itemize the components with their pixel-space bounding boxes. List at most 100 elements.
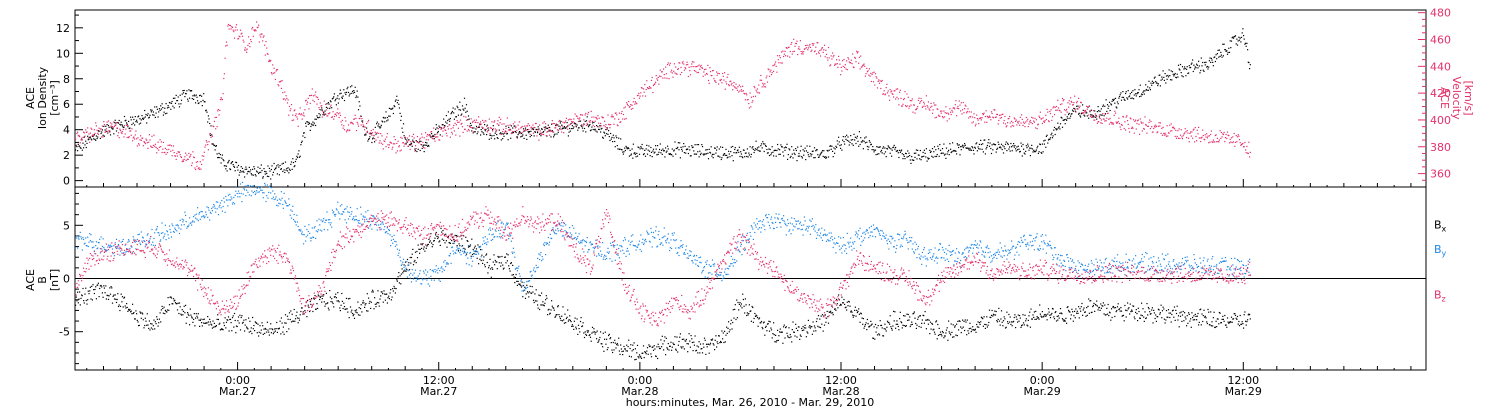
bx-point [740, 305, 742, 307]
density-point [366, 127, 368, 129]
velocity-point [128, 136, 130, 138]
density-point [86, 142, 88, 144]
velocity-point [191, 164, 193, 167]
density-point [880, 149, 883, 151]
density-point [1118, 97, 1120, 99]
velocity-point [676, 73, 678, 75]
density-point [888, 146, 890, 148]
velocity-point [1214, 134, 1216, 137]
density-point [280, 168, 282, 170]
velocity-point [839, 63, 841, 65]
bx-point [853, 315, 855, 317]
bx-point [748, 304, 750, 306]
velocity-point [153, 134, 155, 136]
density-point [182, 90, 184, 92]
density-point [493, 134, 495, 137]
density-point [603, 131, 605, 133]
density-point [419, 141, 421, 143]
bx-point [274, 330, 276, 332]
density-point [1009, 146, 1011, 148]
density-point [355, 95, 358, 97]
density-point [298, 156, 301, 158]
density-point [807, 154, 809, 156]
velocity-point [285, 95, 287, 97]
velocity-point [1247, 152, 1249, 154]
bx-point [583, 336, 586, 339]
velocity-point [734, 86, 736, 88]
density-point [250, 173, 252, 175]
density-point [643, 153, 645, 155]
density-point [588, 125, 590, 127]
velocity-point [1161, 127, 1163, 129]
density-point [984, 153, 986, 155]
density-point [1078, 113, 1080, 115]
density-point [886, 148, 889, 150]
density-point [722, 146, 724, 148]
density-point [1010, 142, 1012, 145]
bx-point [638, 357, 640, 359]
density-point [839, 144, 841, 147]
velocity-point [691, 63, 693, 65]
density-point [1142, 91, 1144, 93]
bx-point [191, 316, 193, 318]
bx-point [484, 266, 486, 268]
bx-point [426, 245, 428, 247]
density-point [979, 148, 981, 150]
velocity-point [261, 33, 263, 35]
bx-point [316, 303, 318, 305]
bx-point [665, 354, 667, 356]
density-point [305, 125, 307, 127]
velocity-point [736, 89, 738, 91]
velocity-point [363, 125, 365, 127]
density-point [1132, 90, 1134, 92]
density-point [427, 144, 429, 146]
bx-point [97, 282, 99, 284]
density-point [209, 122, 211, 125]
velocity-point [829, 65, 831, 67]
density-point [851, 143, 853, 145]
density-point [543, 131, 545, 133]
bx-point [551, 305, 553, 307]
density-point [1181, 75, 1183, 77]
bx-point [458, 243, 460, 245]
density-point [950, 151, 952, 154]
density-point [825, 157, 827, 159]
velocity-point [189, 155, 191, 157]
velocity-point [713, 78, 715, 80]
density-point [655, 145, 657, 147]
velocity-point [507, 124, 509, 126]
velocity-point [245, 49, 247, 51]
velocity-point [465, 116, 467, 118]
density-point [973, 153, 975, 155]
bx-point [338, 301, 340, 303]
velocity-point [1176, 135, 1178, 138]
density-point [412, 139, 414, 141]
density-point [753, 151, 755, 154]
velocity-point [252, 26, 254, 29]
density-point [274, 169, 276, 171]
velocity-point [936, 108, 938, 110]
bx-point [290, 321, 293, 323]
density-point [655, 148, 657, 150]
density-point [422, 145, 424, 147]
density-point [999, 146, 1001, 148]
velocity-point [863, 63, 865, 65]
bx-point [162, 307, 164, 310]
bx-point [103, 285, 105, 287]
velocity-point [681, 62, 683, 64]
density-point [1144, 90, 1146, 92]
velocity-point [1024, 126, 1026, 128]
bx-point [485, 254, 487, 256]
density-point [344, 92, 346, 94]
bx-point [488, 267, 490, 269]
density-point [351, 85, 353, 87]
bx-point [224, 317, 226, 319]
velocity-point [933, 104, 936, 106]
velocity-point [937, 114, 940, 116]
density-point [136, 119, 138, 121]
bx-point [129, 308, 131, 311]
bx-point [566, 316, 568, 318]
density-point [736, 152, 738, 154]
density-point [351, 90, 354, 92]
density-point [163, 111, 165, 113]
